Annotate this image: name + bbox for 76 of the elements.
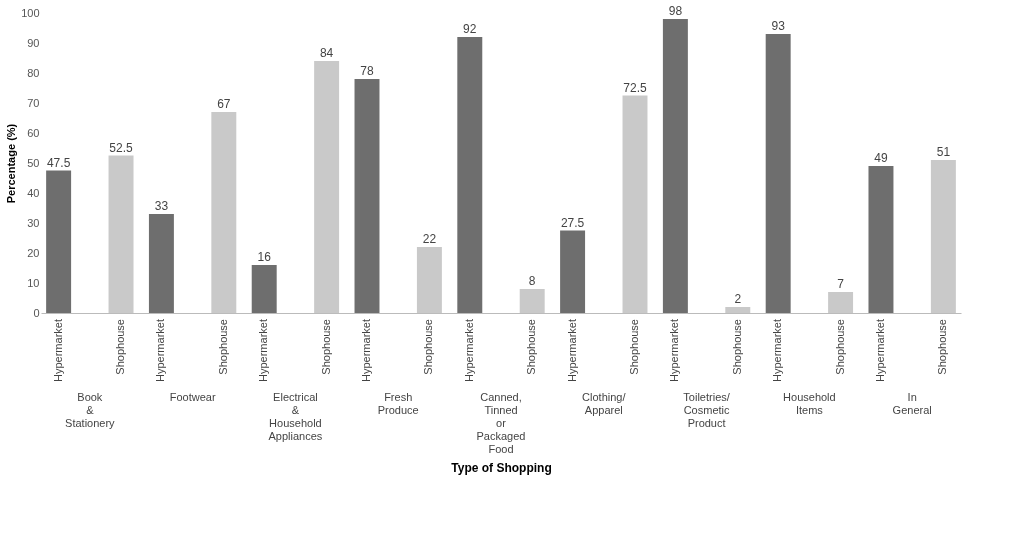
data-label: 93 bbox=[771, 19, 786, 33]
text: Shophouse bbox=[628, 319, 640, 375]
bar bbox=[560, 230, 586, 313]
text: Shophouse bbox=[422, 319, 435, 375]
data-label: 84 bbox=[319, 46, 334, 60]
data-label: 22 bbox=[422, 232, 437, 246]
bar bbox=[930, 160, 956, 313]
text: Hypermarket bbox=[462, 319, 475, 382]
y-tick-label: 10 bbox=[27, 276, 40, 289]
bar bbox=[46, 170, 72, 313]
text: Hypermarket bbox=[154, 319, 167, 382]
x-tick-label: Toiletries/ Cosmetic Product bbox=[683, 390, 731, 429]
data-label: 7 bbox=[837, 277, 845, 291]
x-tick-label: Clothing/ Apparel bbox=[582, 390, 627, 416]
data-label: 67 bbox=[217, 97, 231, 111]
bar bbox=[108, 155, 134, 313]
data-label: 33 bbox=[154, 199, 169, 213]
x-tick-label: Footwear bbox=[169, 390, 216, 403]
bar bbox=[725, 307, 751, 313]
data-label: 47.5 bbox=[46, 155, 71, 170]
x-tick-label: Household Items bbox=[783, 390, 836, 416]
y-tick-label: 20 bbox=[27, 246, 40, 259]
y-tick-label: 40 bbox=[27, 186, 40, 199]
text: Hypermarket bbox=[873, 319, 886, 382]
bar bbox=[251, 265, 277, 313]
data-label: 27.5 bbox=[560, 215, 585, 230]
text: Hypermarket bbox=[771, 319, 784, 382]
bar bbox=[148, 214, 174, 313]
bar bbox=[868, 166, 894, 313]
text: Hypermarket bbox=[257, 319, 270, 382]
text: Shophouse bbox=[114, 319, 127, 375]
data-label: 16 bbox=[257, 250, 272, 264]
x-tick-label: Fresh Produce bbox=[377, 390, 419, 416]
bar bbox=[354, 79, 380, 313]
x-tick-label: In General bbox=[892, 390, 932, 416]
y-tick-label: 50 bbox=[27, 156, 40, 169]
x-tick-label: Canned, Tinned or Packaged Food bbox=[476, 390, 526, 455]
data-label: 8 bbox=[528, 274, 536, 288]
text: Hypermarket bbox=[668, 319, 681, 382]
y-tick-label: 60 bbox=[27, 126, 40, 139]
y-tick-label: 70 bbox=[27, 96, 40, 109]
data-label: 51 bbox=[936, 145, 951, 159]
x-tick-label: Electrical & Household Appliances bbox=[268, 390, 323, 442]
text: Shophouse bbox=[525, 319, 538, 375]
text: Shophouse bbox=[936, 319, 949, 375]
y-tick-label: 30 bbox=[27, 216, 40, 229]
bar bbox=[765, 34, 791, 313]
bar bbox=[828, 292, 854, 313]
y-tick-label: 0 bbox=[33, 306, 40, 319]
text: Shophouse bbox=[319, 319, 332, 375]
data-label: 72.5 bbox=[623, 80, 647, 95]
text: Shophouse bbox=[730, 319, 743, 375]
data-label: 2 bbox=[734, 292, 742, 306]
text: Hypermarket bbox=[360, 319, 372, 382]
y-tick-label: 80 bbox=[27, 66, 40, 79]
text: Shophouse bbox=[833, 319, 846, 375]
bar bbox=[622, 95, 648, 313]
data-label: 52.5 bbox=[109, 140, 134, 155]
text: Hypermarket bbox=[51, 319, 64, 382]
y-axis-title: Percentage (%) bbox=[5, 123, 18, 204]
text: Shophouse bbox=[216, 319, 229, 375]
data-label: 49 bbox=[874, 151, 888, 165]
data-label: 92 bbox=[463, 22, 477, 36]
y-tick-label: 100 bbox=[21, 6, 40, 19]
bar bbox=[314, 61, 340, 313]
x-tick-label: Book & Stationery bbox=[65, 390, 116, 429]
bar bbox=[416, 247, 442, 313]
data-label: 98 bbox=[668, 4, 683, 18]
bar bbox=[662, 19, 688, 313]
text: Hypermarket bbox=[565, 319, 578, 382]
data-label: 78 bbox=[360, 64, 374, 78]
y-tick-label: 90 bbox=[27, 36, 40, 49]
bar bbox=[457, 37, 483, 313]
bar bbox=[211, 112, 237, 313]
x-axis-title: Type of Shopping bbox=[451, 460, 552, 475]
bar bbox=[519, 289, 545, 313]
